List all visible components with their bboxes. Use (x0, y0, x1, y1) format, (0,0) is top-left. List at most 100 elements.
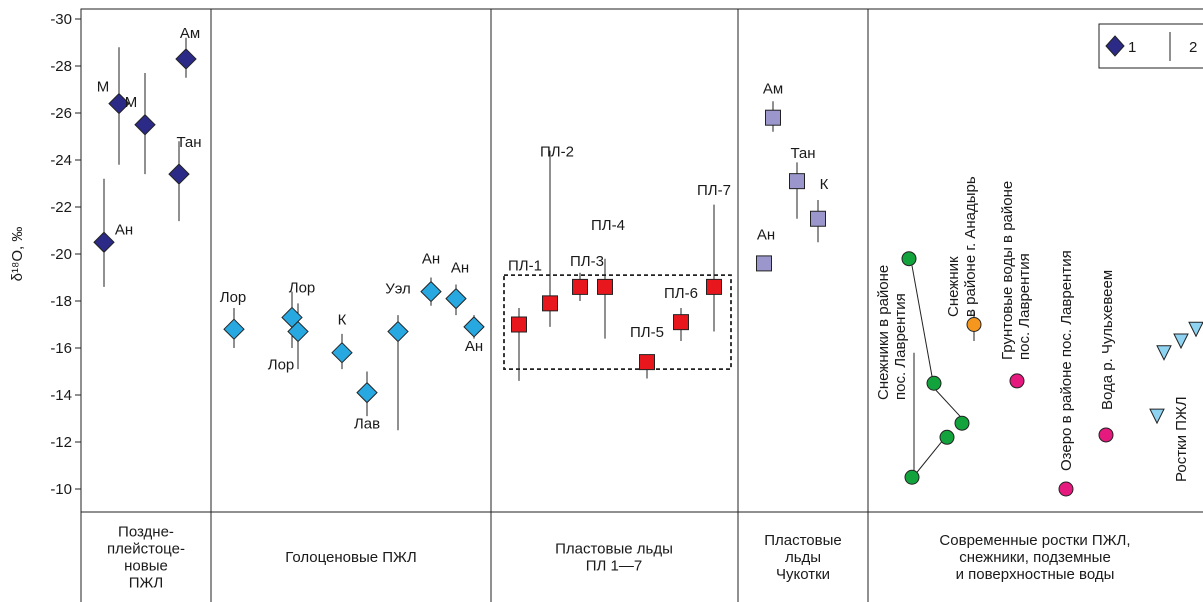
late_pleistocene-point (134, 114, 156, 136)
y-tick-label: -30 (50, 11, 72, 28)
annotation-snow-anadyr: в районе г. Анадырь (962, 176, 979, 317)
point-label: М (97, 79, 110, 96)
late_pleistocene-point (175, 48, 197, 70)
modern-point (1058, 481, 1074, 497)
point-label: ПЛ-6 (664, 285, 698, 302)
connector-line (916, 440, 943, 473)
point-label: Ам (763, 81, 783, 98)
ice_sprouts-point (1149, 408, 1165, 425)
connector-line (935, 389, 961, 417)
legend-item: 2 (1189, 39, 1197, 56)
chukotka-point (756, 255, 772, 272)
point-label: Лор (268, 357, 295, 374)
category-label: Современные ростки ПЖЛ, (939, 532, 1130, 549)
point-label: Ан (757, 226, 775, 243)
y-tick-label: -24 (50, 152, 72, 169)
modern-point (1098, 427, 1114, 443)
category-label: снежники, подземные (959, 549, 1111, 566)
point-label: ПЛ-3 (570, 253, 604, 270)
y-tick-label: -26 (50, 105, 72, 122)
holocene-point (331, 341, 353, 364)
annotation-snow-anadyr: Снежник (945, 256, 962, 317)
category-label: ПЛ 1—7 (586, 558, 642, 575)
point-label: Ан (451, 260, 469, 277)
category-label: ПЖЛ (129, 575, 163, 592)
y-tick-label: -14 (50, 387, 72, 404)
plot-frame (80, 8, 1203, 602)
late_pleistocene-point (168, 163, 190, 185)
plast-point (673, 314, 689, 331)
point-labels: Ан ММ Тан Ам Лор Лор Лор К Лав Уэл Ан Ан Ан ПЛ-1 ПЛ-2 П… (97, 25, 829, 433)
y-tick-label: -20 (50, 246, 72, 263)
chukotka-point (789, 173, 805, 190)
ice_sprouts-point (1173, 333, 1189, 350)
point-label: Уэл (385, 281, 411, 298)
y-tick-label: -18 (50, 293, 72, 310)
holocene-point (223, 318, 245, 340)
late_pleistocene-point (108, 92, 130, 115)
category-label: новые (124, 558, 168, 575)
point-label: ПЛ-1 (508, 258, 542, 275)
point-label: Тан (176, 134, 201, 151)
point-label: Ан (465, 338, 483, 355)
annotation-sprouts: Ростки ПЖЛ (1173, 396, 1190, 482)
modern-point (901, 251, 917, 267)
point-label: Лав (354, 416, 380, 433)
category-label: Голоценовые ПЖЛ (285, 549, 417, 566)
y-tick-label: -12 (50, 434, 72, 451)
modern-point (1009, 373, 1025, 389)
late_pleistocene-point (93, 231, 115, 253)
point-label: ПЛ-2 (540, 143, 574, 160)
y-axis: -30 -28 -26 -24 -22 -20 -18 -16 -14 -12 -10 δ¹⁸O, ‰ (9, 11, 81, 498)
annotation-lake: Озеро в районе пос. Лаврентия (1058, 250, 1075, 471)
annotation-ground-water: Грунтовые воды в районе (999, 181, 1016, 360)
chukotka-point (810, 210, 826, 227)
category-label: Пластовые (764, 532, 842, 549)
plast-point (706, 278, 722, 295)
legend-item: 1 (1128, 39, 1136, 56)
modern-point (966, 317, 982, 332)
category-label: Поздне- (118, 524, 174, 541)
category-label: льды (785, 549, 821, 566)
point-label: ПЛ-4 (591, 217, 625, 234)
modern-point (904, 469, 920, 485)
holocene-point (463, 316, 485, 338)
point-label: Лор (220, 289, 247, 306)
plast-point (542, 295, 558, 312)
plast-point (639, 354, 655, 371)
y-tick-label: -16 (50, 340, 72, 357)
modern-point (954, 415, 970, 431)
point-label: Ан (422, 251, 440, 268)
category-label: Чукотки (776, 566, 830, 583)
point-label: Ан (115, 221, 133, 238)
point-label: Тан (790, 145, 815, 162)
modern-point (939, 429, 955, 445)
holocene-point (356, 381, 378, 404)
annotation-river: Вода р. Чульхевеем (1099, 270, 1116, 410)
holocene-point (287, 320, 309, 343)
point-label: К (338, 312, 347, 329)
modern-point (926, 375, 942, 391)
plast-point (597, 278, 613, 295)
point-label: Лор (289, 279, 316, 296)
point-label: ПЛ-7 (697, 182, 731, 199)
point-label: Ам (180, 25, 200, 42)
y-tick-label: -22 (50, 199, 72, 216)
frame-layer (80, 8, 1203, 602)
ice_sprouts-point (1188, 321, 1203, 338)
plast-dashed-box (503, 274, 732, 371)
point-label: К (820, 176, 829, 193)
category-label: плейстоце- (107, 541, 185, 558)
error-bars (103, 37, 975, 431)
holocene-point (445, 287, 467, 310)
point-label: ПЛ-5 (630, 324, 664, 341)
holocene-point (420, 280, 442, 303)
y-tick-label: -28 (50, 58, 72, 75)
category-label: Пластовые льды (555, 541, 673, 558)
y-axis-label: δ¹⁸O, ‰ (9, 227, 26, 282)
chukotka-point (765, 109, 781, 126)
holocene-point (387, 320, 409, 343)
annotation-snow-lavrentiya: пос. Лаврентия (892, 293, 909, 400)
